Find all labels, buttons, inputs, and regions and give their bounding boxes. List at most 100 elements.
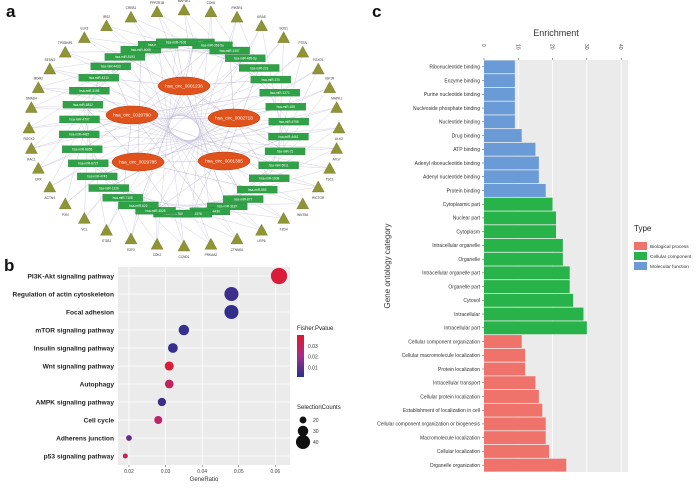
bar <box>484 170 539 184</box>
gene-node <box>230 232 244 245</box>
gene-node <box>124 10 138 23</box>
mirna-node-label: hsa-miR-4745 <box>87 175 107 179</box>
gene-node-label: PPP2R1B <box>150 1 164 5</box>
bar <box>484 417 546 431</box>
legend-label: Molecular function <box>650 264 689 270</box>
gene-node-label: IGF1R <box>325 77 335 81</box>
y-tick-label: AMPK signaling pathway <box>36 400 115 407</box>
legend-swatch <box>634 242 647 250</box>
mirna-node-label: hsa-miR-7108 <box>113 196 133 200</box>
gene-node-label: CCND1 <box>179 255 190 258</box>
circrna-node-label: hsa_circ_0029785 <box>119 160 157 165</box>
y-tick-label: Enzyme binding <box>444 78 480 84</box>
legend-swatch <box>634 262 647 270</box>
x-tick-label: 0.06 <box>270 469 280 475</box>
kegg-dot-plot: PI3K-Akt signaling pathway Regulation of … <box>13 267 341 483</box>
mirna-node <box>222 195 264 203</box>
gene-mirna-edge <box>84 90 90 219</box>
data-point <box>178 324 190 336</box>
y-tick-label: Cytoplasmic part <box>443 202 481 208</box>
circ-mirna-edge <box>138 85 185 206</box>
gene-node <box>32 81 45 93</box>
gene-mirna-edge <box>65 77 99 204</box>
gene-mirna-edge <box>257 68 319 190</box>
color-legend-title: Fisher.Pvalue <box>297 326 334 332</box>
mirna-node <box>259 89 300 97</box>
y-tick-label: Adherens junction <box>56 436 114 443</box>
gene-node <box>78 211 91 224</box>
mirna-node-label: hsa-miR-6068 <box>131 48 151 52</box>
gene-node <box>323 81 336 93</box>
network-diagram: MAP3K1 CDK6 PIK3R1 KRAS SOS1 PTEN FOXO1 IGF1R MA… <box>22 0 346 258</box>
mirna-node <box>59 115 100 124</box>
gene-node <box>58 45 72 58</box>
gene-mirna-edge <box>191 213 212 245</box>
gene-mirna-edge <box>49 68 286 152</box>
bar <box>484 403 543 417</box>
mirna-node-label: hsa-miR-4525 <box>146 209 166 213</box>
circ-mirna-edge <box>131 92 280 116</box>
size-legend-label: 40 <box>313 440 319 446</box>
y-tick-label: Intracellular organelle <box>432 243 480 249</box>
gene-node-label: ULK2 <box>335 137 343 141</box>
bar <box>484 211 556 225</box>
mirna-node <box>265 103 306 111</box>
gene-node <box>100 19 113 32</box>
mirna-node-label: hsa-miR-1307 <box>220 49 240 53</box>
mirna-node <box>78 74 119 82</box>
gene-mirna-edge <box>106 25 141 50</box>
bar <box>484 87 515 101</box>
mirna-node <box>264 147 306 155</box>
x-tick-label: 0.03 <box>161 469 171 475</box>
y-tick-label: Protein binding <box>447 188 481 194</box>
mirna-node <box>239 64 280 72</box>
mirna-node <box>62 145 103 153</box>
size-legend-dot <box>299 416 307 424</box>
y-tick-label: Cellular localization <box>437 449 480 455</box>
mirna-node <box>209 46 250 55</box>
mirna-node <box>62 101 104 109</box>
legend-title: Type <box>634 224 652 233</box>
circ-mirna-edge <box>131 114 279 166</box>
gene-mirna-edge <box>278 37 284 166</box>
y-tick-label: Intracellular organelle part <box>422 271 480 277</box>
gene-node-label: MAPK1 <box>331 97 342 101</box>
gene-node <box>22 121 36 134</box>
x-tick-label: 0.04 <box>197 469 207 475</box>
bar <box>484 115 515 129</box>
gene-node-label: PRKAA2 <box>205 253 218 257</box>
gene-node-label: SESN3 <box>45 58 56 62</box>
y-tick-label: Protein localization <box>438 367 480 373</box>
size-legend-dot <box>297 425 309 437</box>
mirna-node-label: hsa-miR-7106 <box>166 41 186 45</box>
mirna-node <box>225 54 266 62</box>
x-tick-label: 20 <box>549 44 555 50</box>
gene-node-label: CDK6 <box>207 1 216 5</box>
gene-node <box>330 101 343 113</box>
x-tick-label: 40 <box>617 44 623 50</box>
gene-mirna-edge <box>183 9 195 43</box>
bar <box>484 321 587 335</box>
size-legend-dot <box>295 434 311 450</box>
gene-node-label: RAC1 <box>27 157 36 161</box>
y-tick-label: Cytoplasm <box>456 229 480 235</box>
bar <box>484 252 563 266</box>
mirna-node-label: hsa-miR-5193 <box>115 55 135 59</box>
gene-node <box>330 142 343 154</box>
mirna-node-label: hsa-miR-593 <box>248 188 266 192</box>
gene-mirna-edge <box>84 187 109 219</box>
color-legend-label: 0.03 <box>308 344 318 350</box>
x-tick-label: 30 <box>583 44 589 50</box>
gene-node-label: TSC1 <box>326 177 334 181</box>
bar <box>484 307 584 321</box>
circ-mirna-edge <box>82 104 139 163</box>
bar <box>484 458 567 472</box>
circ-mirna-edge <box>183 85 228 207</box>
y-tick-label: p53 signaling pathway <box>44 454 115 461</box>
data-point <box>224 304 239 320</box>
color-legend-label: 0.01 <box>308 365 318 371</box>
gene-node <box>296 197 310 210</box>
y-tick-label: Intracellular transport <box>433 381 481 387</box>
mirna-node-label: hsa-miR-3187 <box>217 205 237 209</box>
chart-title: Enrichment <box>533 28 579 38</box>
